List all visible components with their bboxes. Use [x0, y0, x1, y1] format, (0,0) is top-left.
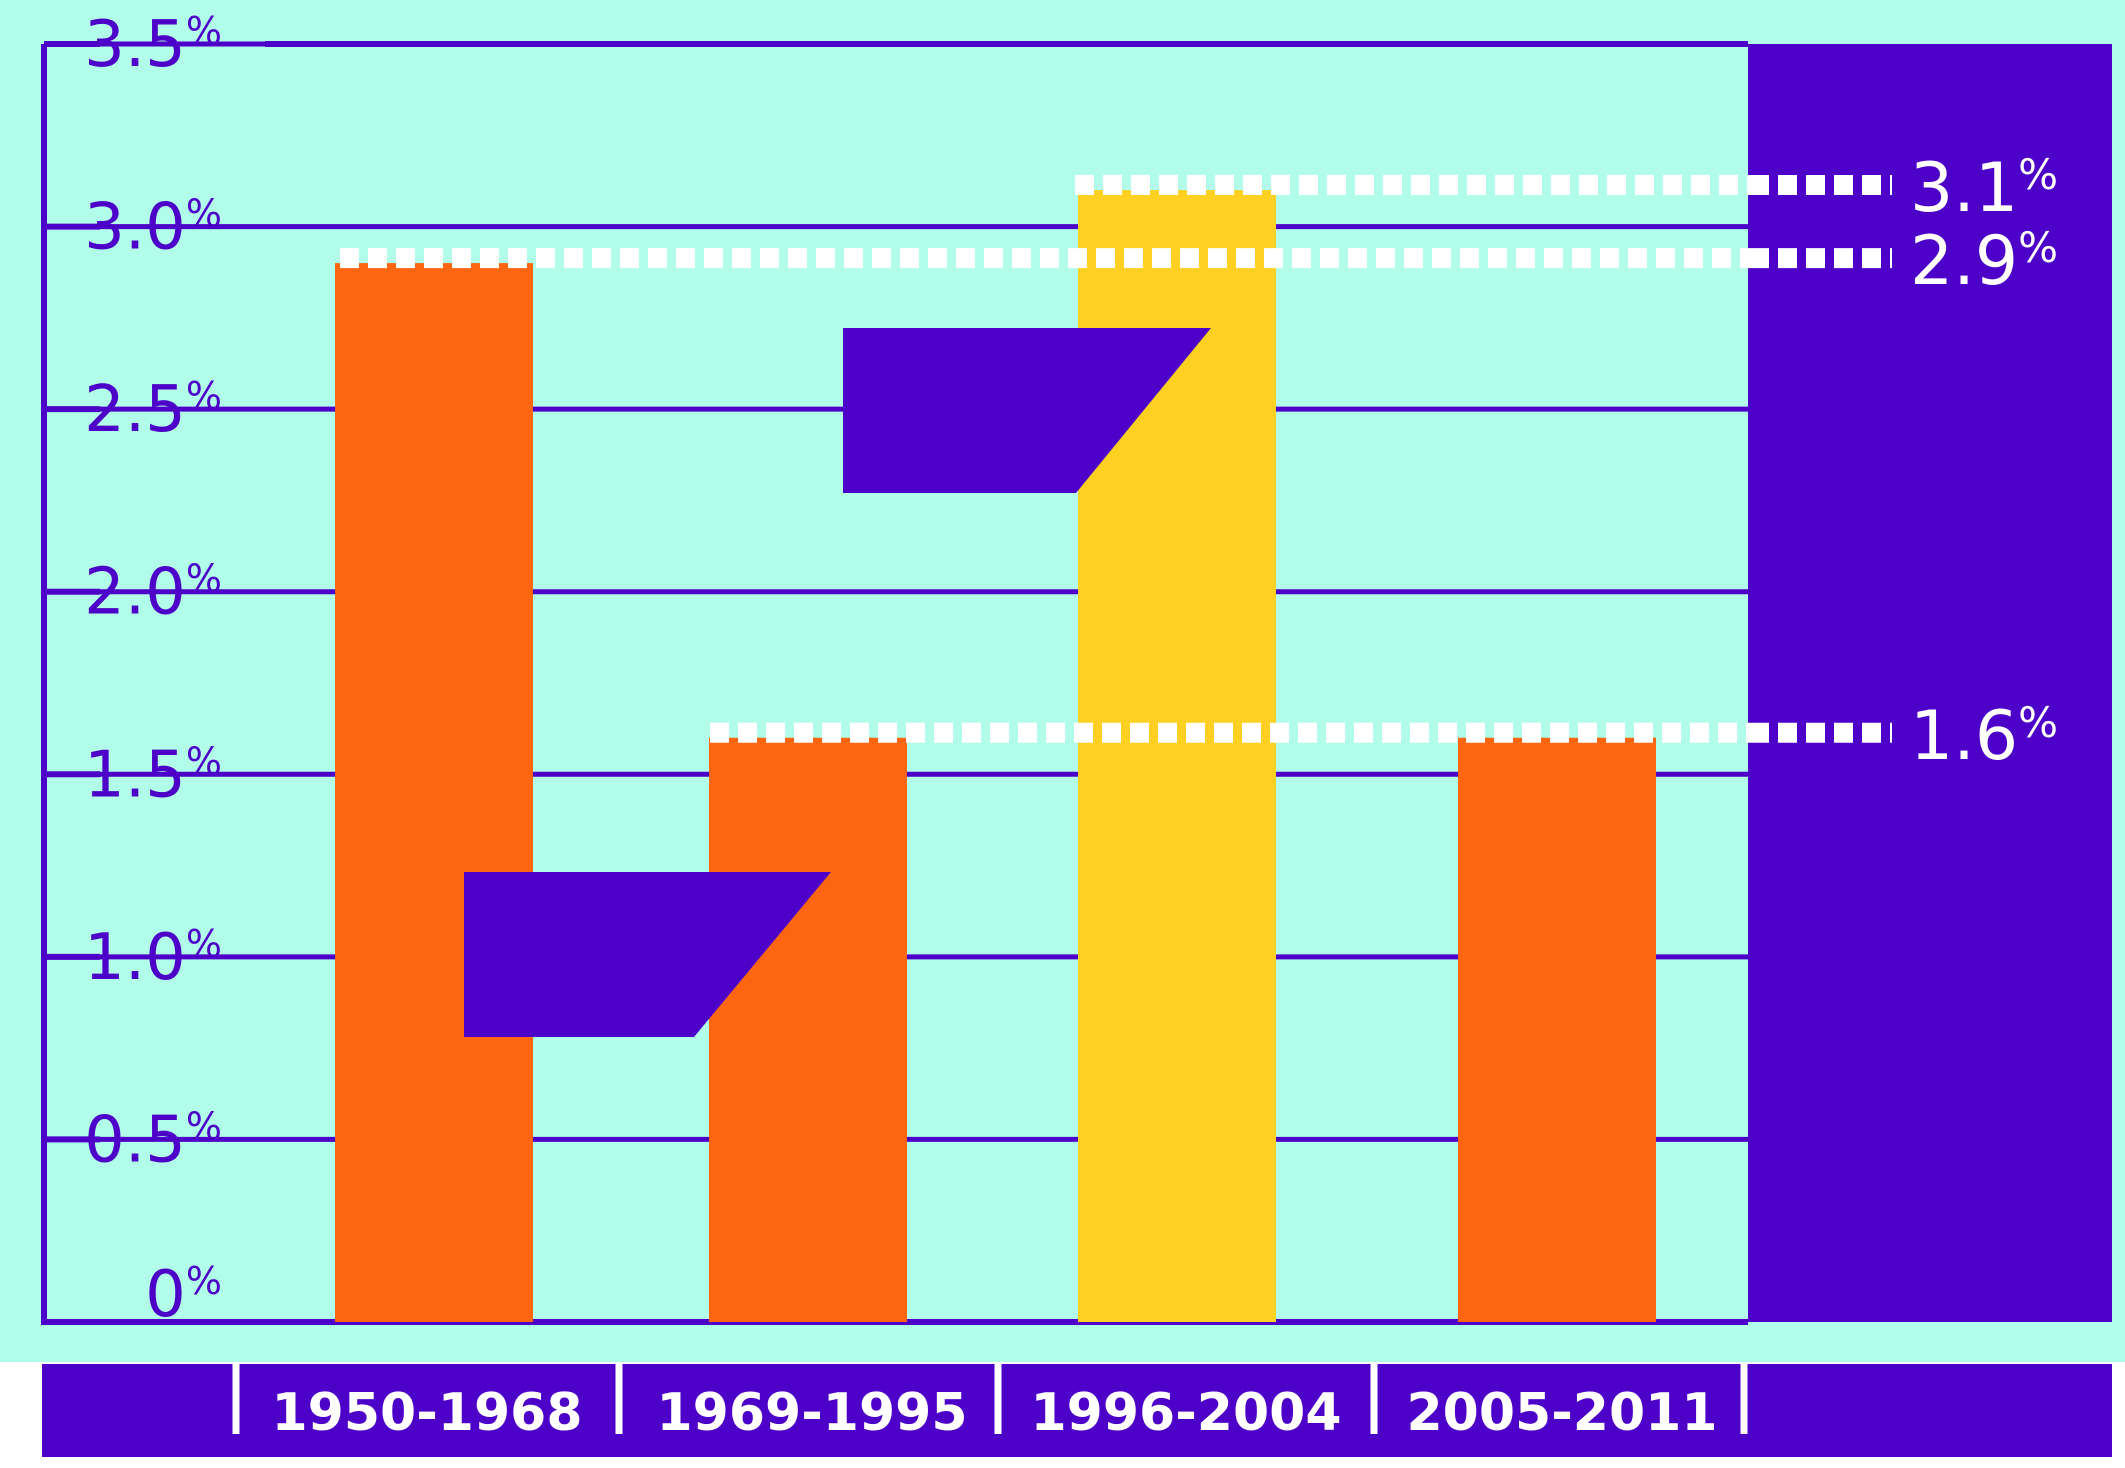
x-tick-label: 1996-2004 [1030, 1383, 1341, 1443]
y-tick-label: 2.0% [84, 556, 222, 630]
x-tick-label: 1969-1995 [656, 1383, 967, 1443]
x-tick-label: 1950-1968 [271, 1383, 582, 1443]
y-tick-label: 1.0% [84, 921, 222, 995]
x-axis-band [42, 1364, 2112, 1457]
bar [709, 737, 907, 1322]
y-tick-label: 0.5% [84, 1103, 222, 1177]
y-tick-label: 2.5% [84, 373, 222, 447]
bar [335, 263, 533, 1323]
y-tick-label: 1.5% [84, 738, 222, 812]
y-tick-label: 3.5% [84, 8, 222, 82]
reference-label: 1.6% [1910, 697, 2058, 776]
y-tick-label: 3.0% [84, 191, 222, 265]
callout-shape [464, 872, 831, 1037]
y-tick-label: 0% [145, 1258, 222, 1332]
callout-shape [843, 328, 1211, 493]
x-tick-label: 2005-2011 [1406, 1383, 1717, 1443]
bar [1458, 737, 1656, 1322]
reference-label: 3.1% [1910, 149, 2058, 228]
reference-label: 2.9% [1910, 222, 2058, 301]
